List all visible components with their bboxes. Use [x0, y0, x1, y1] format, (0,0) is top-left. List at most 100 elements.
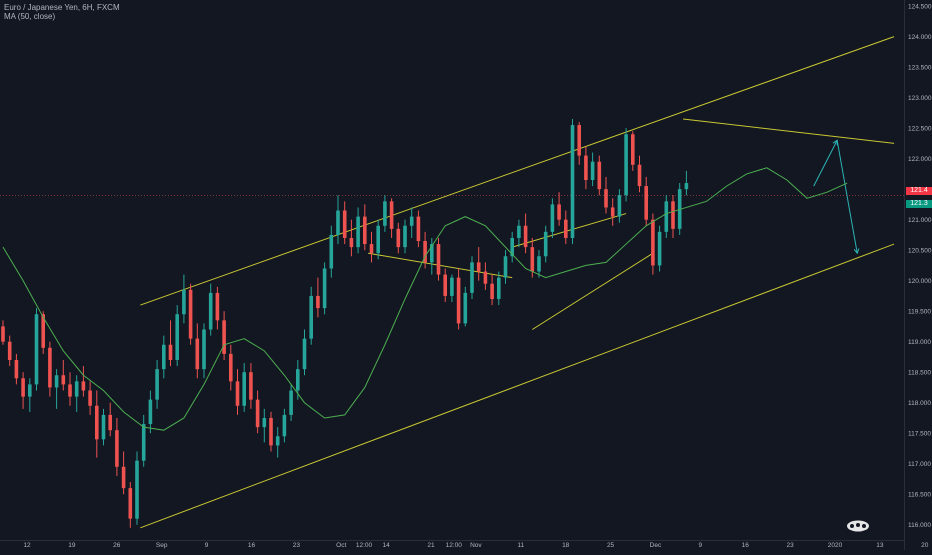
candle-body [195, 338, 200, 370]
price-tick-label: 117.500 [908, 431, 931, 438]
time-tick-label: 11 [517, 542, 524, 549]
candle-body [584, 155, 588, 180]
time-tick-label: 16 [742, 542, 750, 549]
candle-body [396, 228, 401, 248]
channel-upper-line [140, 36, 895, 306]
candle-body [617, 195, 622, 217]
candle-body [543, 231, 548, 257]
time-tick-label: 19 [68, 542, 76, 549]
candle-body [389, 201, 394, 229]
price-tick-label: 118.000 [908, 400, 931, 407]
candle-body [570, 125, 575, 238]
candle-body [155, 369, 159, 400]
candle-body [577, 125, 581, 156]
time-tick-label: Nov [470, 542, 482, 549]
time-tick-label: 20 [921, 542, 929, 549]
price-tick-label: 124.500 [908, 4, 932, 11]
price-tick-label: 123.500 [908, 65, 932, 72]
candle-body [476, 262, 481, 272]
candle-body [182, 289, 186, 315]
candle-body [302, 338, 307, 370]
candle-body [28, 384, 32, 397]
candle-body [242, 372, 246, 406]
time-tick-label: Dec [650, 542, 662, 549]
candle-body [657, 231, 662, 266]
candle-body [296, 369, 300, 391]
ma-price-label: 121.3 [906, 200, 932, 209]
candle-body [523, 225, 528, 248]
candle-body [222, 320, 226, 354]
candle-body [108, 414, 112, 431]
candle-body [336, 210, 340, 235]
triangle-upper-line [682, 118, 895, 144]
candle-body [215, 292, 220, 321]
candle-body [557, 204, 561, 220]
time-tick-label: 14 [383, 542, 391, 549]
indicator-label: MA (50, close) [4, 12, 56, 21]
candle-body [128, 488, 133, 519]
candle-body [631, 134, 635, 165]
candle-body [188, 289, 193, 339]
candle-layer [1, 118, 689, 528]
projection-arrow [836, 140, 858, 254]
time-tick-label: 12:00 [446, 542, 463, 549]
candle-body [356, 216, 360, 248]
candle-body [54, 375, 59, 388]
candle-body [255, 399, 260, 428]
last-price-label: 121.4 [906, 187, 932, 196]
candle-body [121, 466, 126, 489]
candle-body [564, 219, 568, 238]
candle-body [664, 201, 669, 232]
candle-body [202, 329, 206, 370]
time-tick-label: 23 [787, 542, 795, 549]
time-tick-label: 16 [248, 542, 256, 549]
flag-upper-line [512, 213, 627, 248]
candle-body [309, 295, 313, 339]
moving-average-line [2, 167, 848, 431]
candle-body [175, 314, 179, 360]
candle-body [41, 314, 45, 348]
ma-layer [2, 167, 848, 431]
candle-body [671, 201, 675, 229]
price-tick-label: 124.000 [908, 34, 932, 41]
time-tick-label: 21 [427, 542, 435, 549]
candle-body [168, 344, 173, 360]
candle-body [403, 225, 407, 248]
price-tick-label: 120.000 [908, 278, 932, 285]
candle-body [416, 216, 421, 242]
candle-body [162, 344, 166, 370]
time-tick-label: 26 [113, 542, 121, 549]
price-tick-label: 119.000 [908, 339, 931, 346]
candle-body [262, 417, 267, 428]
price-tick-label: 122.500 [908, 126, 932, 133]
candle-body [376, 225, 380, 254]
tradingview-logo-icon[interactable] [846, 520, 870, 532]
candle-body [597, 161, 602, 190]
candle-body [430, 244, 434, 263]
candle-body [624, 134, 628, 196]
candle-body [497, 277, 501, 299]
candle-body [530, 247, 535, 272]
candle-body [510, 237, 514, 257]
candle-body [101, 414, 106, 440]
candle-body [329, 234, 334, 269]
candle-body [7, 341, 12, 360]
candle-body [383, 201, 387, 226]
candle-body [14, 360, 19, 379]
candle-body [517, 225, 521, 238]
projection-arrow [813, 140, 838, 187]
time-tick-label: Sep [156, 542, 168, 549]
time-tick-label: 13 [876, 542, 884, 549]
candle-body [550, 204, 555, 232]
time-tick-label: 12 [23, 542, 31, 549]
candle-body [249, 372, 253, 400]
channel-lower-line [140, 243, 895, 529]
candle-body [48, 347, 52, 388]
price-tick-label: 116.000 [908, 522, 931, 529]
candle-body [322, 268, 327, 309]
candle-body [275, 436, 280, 446]
candle-body [490, 283, 494, 299]
symbol-title: Euro / Japanese Yen, 6H, FXCM [4, 3, 120, 12]
